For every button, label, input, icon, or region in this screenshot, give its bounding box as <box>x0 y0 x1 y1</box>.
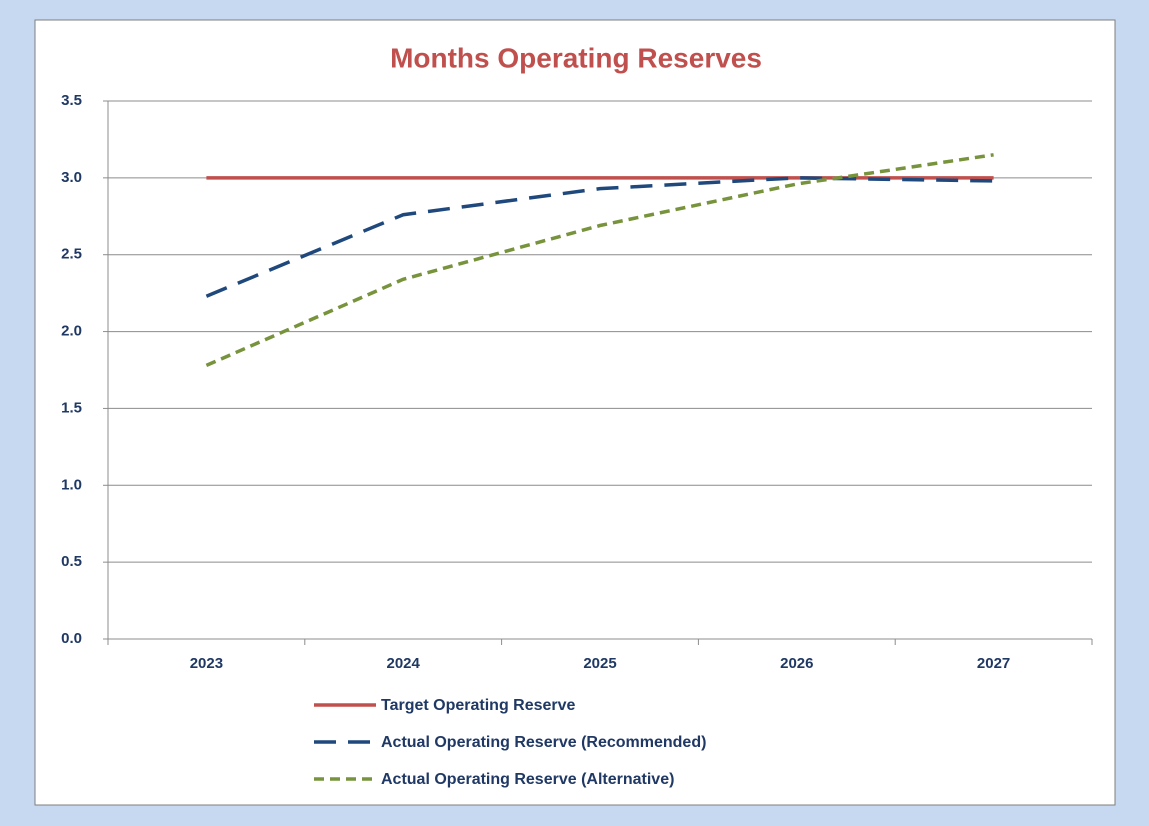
x-tick-label: 2023 <box>190 655 223 672</box>
legend-label: Actual Operating Reserve (Alternative) <box>381 771 674 788</box>
y-tick-label: 0.5 <box>61 553 82 570</box>
y-tick-label: 1.5 <box>61 399 82 416</box>
y-tick-label: 3.0 <box>61 169 82 186</box>
y-tick-label: 2.5 <box>61 246 82 263</box>
series-line <box>205 176 994 298</box>
y-tick-label: 3.5 <box>61 92 82 109</box>
y-tick-label: 1.0 <box>61 476 82 493</box>
y-tick-label: 2.0 <box>61 323 82 340</box>
chart-title: Months Operating Reserves <box>390 42 762 73</box>
x-tick-label: 2025 <box>583 655 616 672</box>
x-tick-label: 2027 <box>977 655 1010 672</box>
x-tick-label: 2024 <box>387 655 421 672</box>
x-tick-label: 2026 <box>780 655 813 672</box>
y-tick-label: 0.0 <box>61 630 82 647</box>
chart-panel <box>34 19 1116 806</box>
series-line <box>205 153 994 367</box>
legend-label: Actual Operating Reserve (Recommended) <box>381 734 706 751</box>
legend-label: Target Operating Reserve <box>381 697 576 714</box>
